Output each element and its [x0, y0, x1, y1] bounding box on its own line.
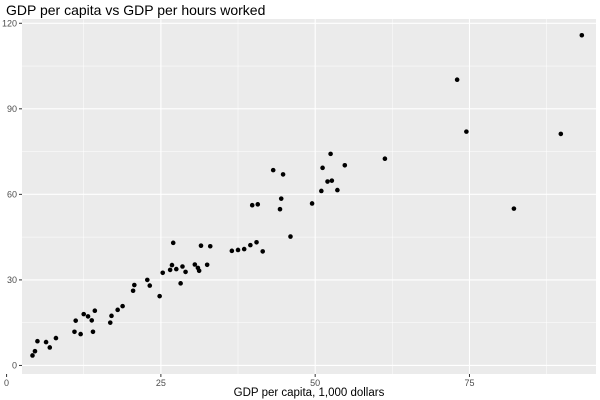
- y-tick-label: 30: [7, 275, 17, 285]
- data-point: [43, 339, 49, 345]
- data-point: [72, 329, 77, 335]
- data-point: [85, 314, 91, 319]
- data-point: [183, 269, 188, 275]
- x-tick-label: 0: [4, 378, 9, 388]
- data-point: [32, 348, 38, 354]
- data-point: [260, 249, 266, 254]
- y-tick-label: 60: [7, 189, 17, 199]
- plot-panel: [22, 19, 596, 374]
- data-point: [278, 196, 284, 201]
- data-point: [120, 303, 125, 309]
- data-points: [30, 32, 585, 358]
- x-tick-label: 25: [156, 378, 166, 388]
- data-point: [464, 129, 469, 134]
- data-point: [207, 243, 213, 249]
- data-point: [167, 267, 173, 273]
- data-point: [198, 243, 204, 248]
- data-point: [30, 353, 35, 358]
- y-tick-label: 120: [2, 18, 17, 28]
- data-point: [342, 162, 348, 168]
- data-point: [130, 288, 136, 294]
- data-point: [73, 318, 78, 323]
- x-axis-label: GDP per capita, 1,000 dollars: [234, 387, 385, 399]
- chart-title: GDP per capita vs GDP per hours worked: [6, 2, 265, 18]
- data-point: [170, 240, 176, 246]
- data-point: [319, 188, 324, 194]
- data-point: [107, 320, 113, 325]
- x-tick-label: 50: [310, 378, 320, 388]
- data-point: [241, 246, 247, 252]
- data-point: [47, 345, 53, 350]
- data-point: [329, 178, 335, 183]
- data-point: [277, 206, 283, 212]
- data-point: [579, 32, 585, 38]
- data-point: [178, 281, 183, 286]
- data-point: [280, 172, 286, 177]
- data-point: [180, 264, 185, 269]
- x-tick-label: 75: [464, 378, 474, 388]
- data-point: [204, 262, 210, 268]
- data-point: [160, 270, 166, 276]
- data-point: [454, 77, 460, 83]
- data-point: [229, 248, 235, 254]
- data-point: [255, 202, 261, 207]
- data-point: [558, 131, 564, 137]
- data-point: [147, 283, 153, 288]
- data-point: [174, 266, 179, 272]
- data-point: [235, 247, 241, 253]
- data-point: [132, 282, 137, 288]
- data-point: [309, 201, 315, 206]
- data-point: [53, 335, 59, 341]
- data-point: [325, 179, 330, 184]
- data-point: [328, 151, 333, 157]
- data-point: [157, 293, 162, 299]
- data-point: [335, 187, 340, 193]
- data-point: [81, 311, 87, 317]
- major-gridlines: [6, 19, 596, 374]
- data-point: [382, 156, 388, 162]
- data-point: [249, 202, 255, 208]
- data-point: [196, 268, 202, 274]
- data-point: [254, 239, 259, 245]
- y-axis: 0 30 60 90 120: [2, 18, 22, 370]
- y-tick-label: 90: [7, 104, 17, 114]
- data-point: [270, 167, 276, 173]
- data-point: [115, 307, 120, 313]
- minor-gridlines: [22, 19, 596, 374]
- data-point: [78, 331, 83, 337]
- x-axis: 0 25 50 75: [4, 374, 474, 388]
- data-point: [35, 338, 40, 344]
- data-point: [89, 318, 95, 323]
- data-point: [248, 242, 253, 248]
- data-point: [320, 165, 325, 171]
- data-point: [90, 329, 96, 335]
- data-point: [92, 308, 98, 313]
- y-tick-label: 0: [12, 360, 17, 370]
- data-point: [169, 262, 175, 268]
- data-point: [288, 234, 293, 239]
- data-point: [144, 277, 150, 283]
- data-point: [192, 262, 198, 267]
- data-point: [511, 206, 517, 211]
- data-point: [109, 313, 114, 319]
